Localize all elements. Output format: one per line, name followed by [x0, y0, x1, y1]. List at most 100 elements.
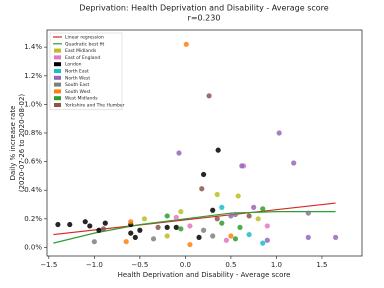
- data-point: [87, 223, 93, 229]
- data-point: [251, 204, 257, 210]
- legend-swatch: [54, 75, 61, 80]
- y-axis-label: (2020-07-26 to 2020-08-02): [18, 94, 26, 193]
- chart-title: Deprivation: Health Deprivation and Disa…: [79, 4, 328, 13]
- legend-label: South East: [65, 82, 89, 88]
- data-point: [176, 150, 182, 156]
- data-point: [100, 226, 107, 232]
- data-point: [219, 220, 225, 226]
- data-point: [214, 191, 220, 198]
- legend-swatch: [54, 62, 61, 67]
- data-point: [305, 210, 311, 216]
- data-point: [150, 236, 157, 242]
- data-point: [82, 219, 88, 225]
- data-point: [200, 227, 207, 233]
- legend-label: North West: [65, 75, 90, 81]
- data-point: [235, 193, 241, 199]
- data-point: [164, 233, 170, 239]
- data-point: [223, 237, 229, 243]
- data-point: [210, 207, 216, 213]
- fit-line: [53, 202, 336, 236]
- data-point: [173, 224, 179, 230]
- fit-line: [53, 211, 336, 244]
- data-point: [199, 186, 205, 192]
- data-point: [264, 237, 270, 243]
- x-tick-label: −0.5: [131, 261, 148, 269]
- data-point: [219, 204, 225, 210]
- data-point: [55, 221, 61, 228]
- legend-swatch: [54, 55, 61, 60]
- data-point: [137, 227, 143, 233]
- x-tick-label: 0.5: [225, 261, 236, 269]
- legend-swatch: [54, 103, 61, 107]
- legend-swatch: [54, 82, 61, 87]
- legend-label: North East: [65, 69, 89, 75]
- data-point: [260, 206, 266, 212]
- legend-label: East Midlands: [65, 48, 97, 54]
- legend-swatch: [54, 89, 61, 94]
- data-point: [200, 171, 207, 178]
- data-point: [215, 147, 221, 153]
- data-point: [332, 234, 339, 241]
- data-point: [183, 41, 189, 47]
- data-point: [246, 213, 252, 219]
- data-point: [305, 234, 311, 241]
- data-point: [232, 236, 239, 242]
- y-tick-label: 1.0%: [24, 100, 42, 108]
- y-axis-label: Daily % increase rate: [9, 106, 17, 181]
- data-point: [255, 216, 261, 222]
- y-tick-label: 0.4%: [24, 186, 42, 194]
- data-point: [128, 230, 134, 236]
- legend-label: Yorkshire and The Humber: [64, 103, 125, 109]
- y-tick-label: 0.2%: [24, 215, 42, 223]
- y-tick-label: 1.4%: [24, 43, 42, 51]
- data-point: [178, 226, 184, 232]
- y-tick-label: 0.0%: [24, 243, 42, 251]
- data-point: [239, 163, 245, 169]
- data-point: [232, 211, 239, 218]
- data-point: [91, 239, 97, 245]
- legend-label: Linear regression: [65, 35, 104, 41]
- x-tick-label: 0.0: [180, 261, 191, 269]
- legend-label: West Midlands: [65, 96, 98, 102]
- data-point: [96, 227, 102, 233]
- legend-swatch: [54, 48, 61, 53]
- data-point: [276, 130, 282, 136]
- data-point: [173, 214, 179, 220]
- data-point: [228, 213, 234, 219]
- data-point: [246, 231, 252, 238]
- data-point: [102, 220, 108, 226]
- legend-swatch: [54, 69, 61, 73]
- legend-label: East of England: [65, 55, 100, 61]
- chart-subtitle: r=0.230: [188, 14, 221, 23]
- x-axis-label: Health Deprivation and Disability - Aver…: [118, 271, 291, 279]
- data-point: [164, 213, 170, 219]
- x-tick-label: 1.5: [316, 261, 327, 269]
- y-tick-label: 1.2%: [24, 72, 42, 80]
- data-point: [128, 219, 134, 225]
- data-point: [206, 93, 212, 99]
- data-point: [214, 216, 220, 222]
- x-tick-label: −1.5: [40, 261, 57, 269]
- legend-box: [49, 32, 123, 111]
- data-point: [228, 233, 234, 239]
- data-point: [123, 239, 129, 245]
- data-point: [187, 241, 193, 248]
- y-tick-label: 0.8%: [24, 129, 42, 137]
- data-point: [260, 240, 266, 246]
- data-point: [155, 224, 161, 230]
- data-point: [196, 234, 202, 241]
- data-point: [210, 233, 216, 239]
- x-tick-label: −1.0: [86, 261, 103, 269]
- data-point: [164, 224, 170, 230]
- data-point: [237, 224, 243, 230]
- data-point: [291, 160, 297, 166]
- data-point: [67, 221, 73, 228]
- legend-label: South West: [65, 89, 91, 95]
- legend-swatch: [54, 96, 61, 101]
- data-point: [141, 216, 148, 222]
- legend-label: London: [65, 62, 82, 68]
- data-point: [178, 209, 184, 215]
- data-point: [132, 234, 138, 241]
- data-point: [264, 223, 270, 229]
